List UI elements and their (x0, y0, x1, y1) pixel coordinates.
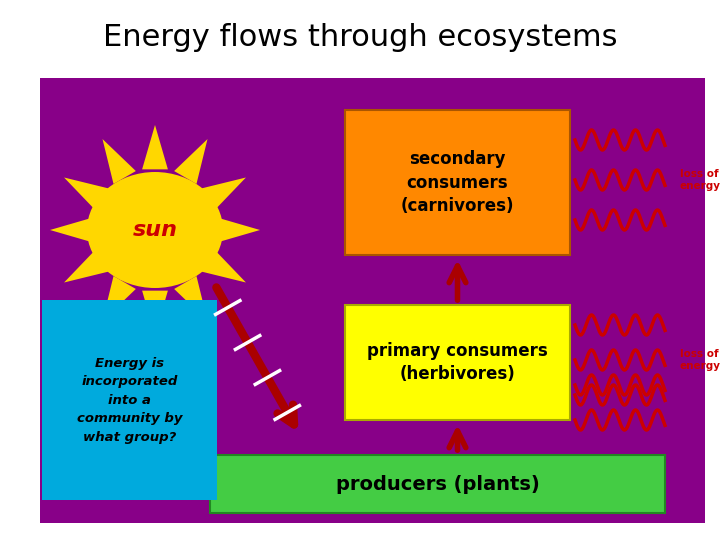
Ellipse shape (87, 172, 223, 288)
Text: Energy is
incorporated
into a
community by
what group?: Energy is incorporated into a community … (77, 356, 182, 443)
Bar (42, 300, 217, 500)
Polygon shape (174, 276, 207, 321)
Bar (210, 455, 665, 513)
Polygon shape (142, 125, 168, 170)
Text: secondary
consumers
(carnivores): secondary consumers (carnivores) (401, 150, 514, 215)
Text: sun: sun (132, 220, 178, 240)
Text: primary consumers
(herbivores): primary consumers (herbivores) (367, 342, 548, 383)
Polygon shape (201, 249, 246, 282)
Polygon shape (102, 139, 136, 184)
Text: loss of
energy: loss of energy (680, 169, 720, 191)
Text: loss of
energy: loss of energy (680, 349, 720, 371)
Bar (345, 110, 570, 255)
Polygon shape (142, 291, 168, 335)
Bar (345, 305, 570, 420)
Text: Energy flows through ecosystems: Energy flows through ecosystems (103, 24, 617, 52)
Polygon shape (64, 178, 109, 211)
Polygon shape (102, 276, 136, 321)
Polygon shape (174, 139, 207, 184)
Bar (40, 78, 705, 523)
Text: producers (plants): producers (plants) (336, 475, 539, 494)
Polygon shape (201, 178, 246, 211)
Polygon shape (64, 249, 109, 282)
Polygon shape (50, 217, 94, 243)
Polygon shape (216, 217, 260, 243)
